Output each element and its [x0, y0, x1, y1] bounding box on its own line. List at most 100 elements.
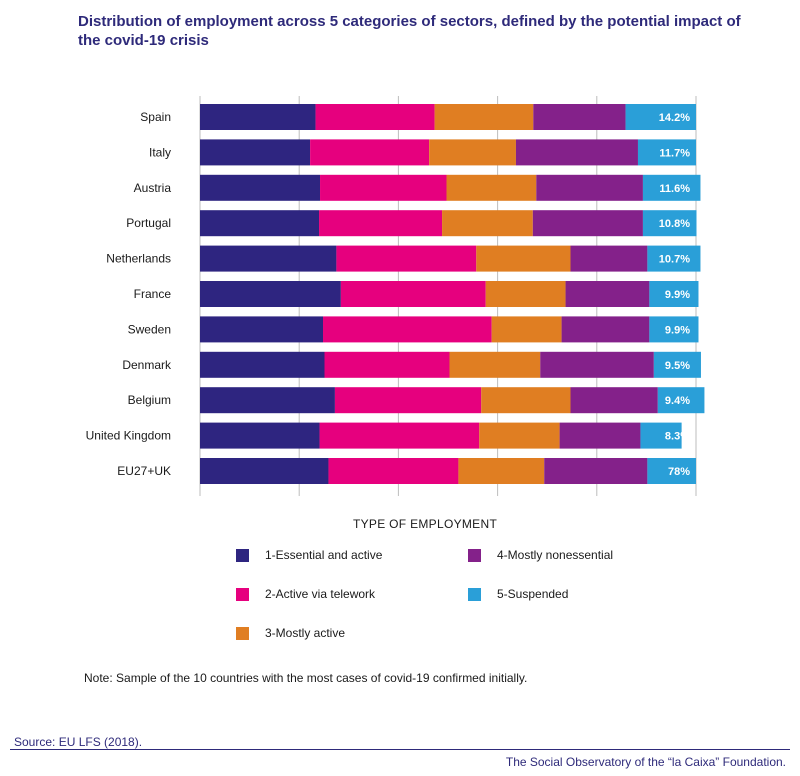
data-label: 8.3%	[665, 431, 690, 443]
legend-swatch-mostly-nonessential	[468, 548, 481, 562]
bar-segment	[533, 104, 626, 130]
bar-segment	[642, 210, 697, 237]
data-label: 14.2%	[659, 112, 690, 124]
bar-segment	[570, 245, 648, 272]
bar-segment	[647, 458, 696, 484]
category-label: Portugal	[126, 216, 171, 230]
bar-segment	[544, 458, 648, 484]
bar-segment	[625, 104, 696, 130]
bar-segment	[315, 104, 435, 130]
category-label: EU27+UK	[117, 464, 171, 478]
stacked-bar-chart: Spain 14.2% Italy 11.7% Austria 11.6% Portugal…	[86, 96, 705, 496]
bar-segment	[442, 210, 533, 237]
bar-segment	[328, 458, 459, 484]
bar-segment	[200, 387, 335, 414]
labels: Spain 14.2% Italy 11.7% Austria 11.6% Portugal…	[86, 110, 691, 478]
legend-swatch-mostly-active	[236, 626, 249, 640]
bar-segment	[200, 174, 321, 201]
bar-segment	[200, 245, 337, 272]
legend-item-suspended: 5-Suspended	[468, 587, 568, 601]
bar-segment	[485, 281, 566, 307]
data-label: 10.7%	[659, 254, 690, 266]
data-label: 9.9%	[665, 324, 690, 336]
footer-divider	[10, 749, 790, 750]
bar-segment	[458, 458, 545, 484]
bar-segment	[434, 104, 534, 130]
legend-swatch-suspended	[468, 587, 481, 601]
bar-segment	[637, 139, 696, 166]
data-label: 11.6%	[659, 183, 690, 195]
data-label: 10.8%	[659, 218, 690, 230]
bar-segment	[200, 458, 329, 484]
legend-label: 4-Mostly nonessential	[497, 548, 614, 562]
bar-segment	[319, 422, 480, 449]
bar-segment	[320, 174, 447, 201]
source-text: Source: EU LFS (2018).	[14, 735, 143, 749]
bar-segment	[570, 387, 658, 414]
category-label: Austria	[134, 181, 172, 195]
bar-segment	[340, 281, 486, 307]
bar-segment	[476, 245, 571, 272]
category-label: Italy	[149, 145, 171, 159]
bar-segment	[536, 174, 643, 201]
legend-item-active-telework: 2-Active via telework	[236, 587, 375, 601]
bar-segment	[540, 351, 654, 378]
bar-segment	[449, 351, 541, 378]
category-label: Denmark	[122, 358, 172, 372]
bar-segment	[565, 281, 650, 307]
bar-segment	[310, 139, 430, 166]
bar-segment	[649, 281, 699, 307]
bar-segment	[200, 139, 311, 166]
bar-segment	[657, 387, 705, 414]
bar-segment	[446, 174, 537, 201]
bar-segment	[561, 316, 650, 343]
legend-label: 5-Suspended	[497, 587, 569, 601]
bar-segment	[200, 351, 325, 378]
chart-note: Note: Sample of the 10 countries with th…	[84, 671, 528, 685]
bar-segment	[479, 422, 560, 449]
bar-segment	[334, 387, 482, 414]
bars	[200, 104, 705, 484]
bar-segment	[481, 387, 571, 414]
data-label: 11.7%	[659, 147, 690, 159]
chart-title: Distribution of employment across 5 cate…	[78, 13, 741, 49]
category-label: United Kingdom	[86, 429, 171, 443]
bar-segment	[653, 351, 701, 378]
bar-segment	[559, 422, 641, 449]
legend-label: 3-Mostly active	[265, 626, 346, 640]
data-label: 9.9%	[665, 289, 690, 301]
legend-item-mostly-active: 3-Mostly active	[236, 626, 345, 640]
bar-segment	[319, 210, 443, 237]
bar-segment	[323, 316, 492, 343]
bar-segment	[200, 281, 341, 307]
bar-segment	[647, 245, 701, 272]
legend-swatch-active-telework	[236, 587, 249, 601]
legend-title: TYPE OF EMPLOYMENT	[353, 517, 498, 531]
data-label: 78%	[668, 466, 690, 478]
bar-segment	[200, 422, 320, 449]
bar-segment	[649, 316, 699, 343]
bar-segment	[515, 139, 638, 166]
category-label: Belgium	[128, 393, 171, 407]
legend-label: 1-Essential and active	[265, 548, 383, 562]
bar-segment	[532, 210, 643, 237]
bar-segment	[324, 351, 450, 378]
category-label: Sweden	[128, 322, 171, 336]
bar-segment	[200, 316, 324, 343]
legend-label: 2-Active via telework	[265, 587, 376, 601]
category-label: France	[134, 287, 172, 301]
bar-segment	[491, 316, 562, 343]
footer-credit: The Social Observatory of the “la Caixa”…	[505, 755, 786, 769]
category-label: Spain	[140, 110, 171, 124]
legend-item-mostly-nonessential: 4-Mostly nonessential	[468, 548, 613, 562]
bar-segment	[640, 422, 682, 449]
bar-segment	[200, 210, 320, 237]
data-label: 9.4%	[665, 395, 690, 407]
legend-item-essential-active: 1-Essential and active	[236, 548, 382, 562]
bar-segment	[642, 174, 701, 201]
category-label: Netherlands	[106, 252, 171, 266]
bar-segment	[336, 245, 477, 272]
bar-segment	[429, 139, 516, 166]
bar-segment	[200, 104, 316, 130]
data-label: 9.5%	[665, 360, 690, 372]
